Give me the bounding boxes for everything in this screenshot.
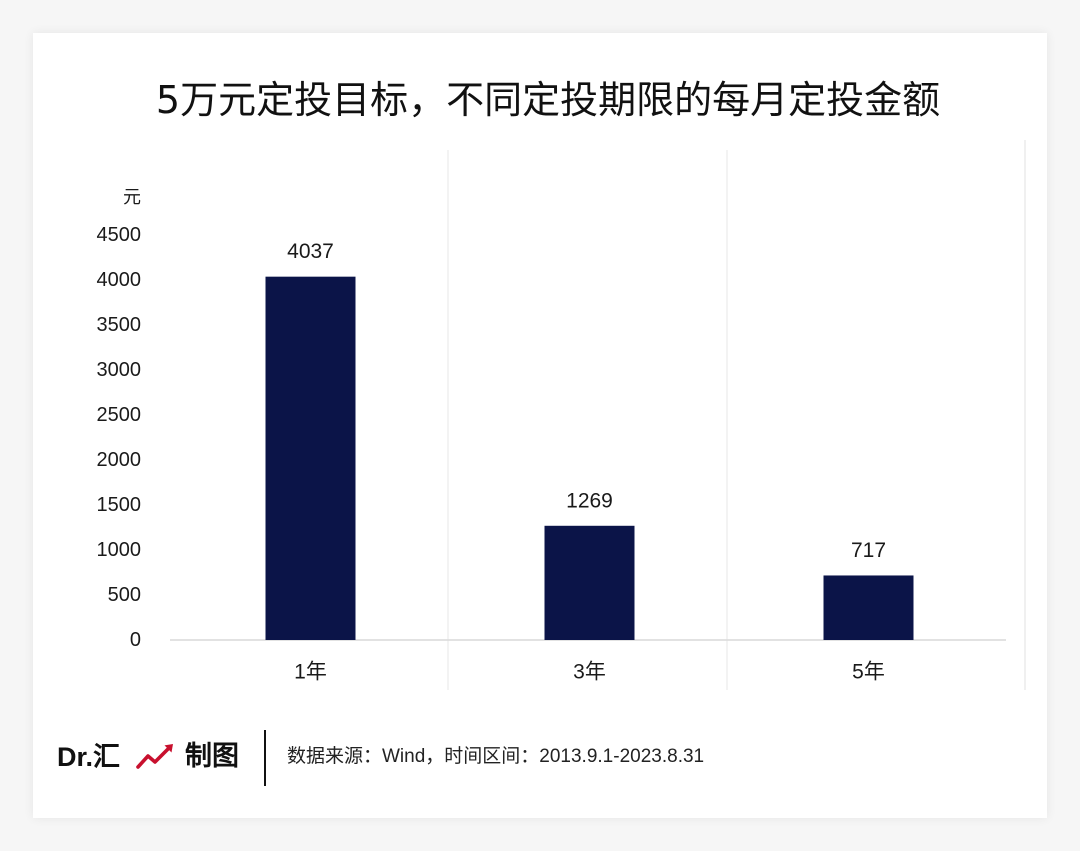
bar	[265, 276, 356, 640]
data-source-note: 数据来源：Wind，时间区间：2013.9.1-2023.8.31	[287, 746, 705, 767]
chart-title: 5万元定投目标，不同定投期限的每月定投金额	[155, 78, 941, 122]
chart-card	[33, 33, 1047, 818]
x-tick-label: 3年	[573, 661, 606, 684]
y-tick-label: 1000	[97, 539, 142, 561]
footer-divider	[264, 730, 266, 786]
y-tick-label: 2000	[97, 449, 142, 471]
y-tick-label: 500	[108, 584, 141, 606]
x-tick-label: 5年	[852, 661, 885, 684]
trend-arrow-icon	[136, 744, 173, 769]
credit-label: 制图	[185, 741, 239, 772]
data-label: 1269	[566, 489, 613, 512]
bar-chart: 元 0 500 1000 1500 2000 2500 3000 3500 4000 4500 403…	[97, 140, 1026, 690]
bar	[544, 525, 635, 640]
x-tick-label: 1年	[294, 661, 327, 684]
y-tick-label: 3500	[97, 314, 142, 336]
y-tick-label: 2500	[97, 404, 142, 426]
brand-logo-text: Dr.汇	[57, 742, 121, 772]
y-tick-label: 3000	[97, 359, 142, 381]
bar	[823, 575, 914, 640]
data-label: 717	[851, 539, 886, 562]
y-tick-label: 0	[130, 629, 141, 651]
data-label: 4037	[287, 240, 334, 263]
y-tick-label: 1500	[97, 494, 142, 516]
y-axis-unit-label: 元	[123, 187, 141, 207]
y-tick-label: 4000	[97, 269, 142, 291]
y-tick-label: 4500	[97, 224, 142, 246]
